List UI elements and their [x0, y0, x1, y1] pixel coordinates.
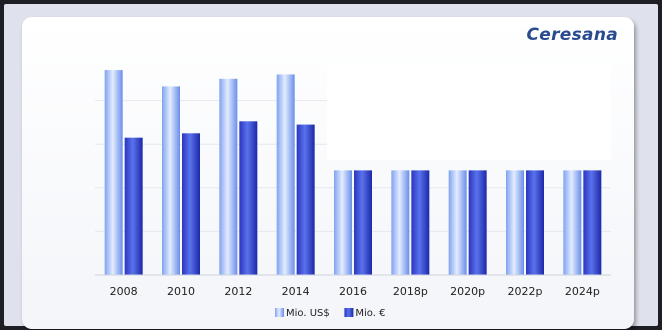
bar-usd-2010	[162, 86, 180, 276]
legend-label: Mio. US$	[286, 308, 330, 319]
bar-eur-2016	[354, 170, 372, 275]
legend: Mio. US$ Mio. €	[275, 308, 385, 319]
x-tick-label: 2012	[224, 285, 252, 298]
x-tick-label: 2016	[339, 285, 367, 298]
frame: Ceresana 2008 2010 2012 2014 2016 2018p 2020p 2…	[4, 4, 658, 329]
x-tick-label: 2022p	[508, 285, 543, 298]
bar-usd-2016	[334, 170, 352, 275]
x-tick-label: 2018p	[393, 285, 428, 298]
bars	[104, 70, 602, 276]
legend-swatch	[344, 308, 354, 317]
bar-eur-2022p	[526, 170, 544, 275]
x-tick-labels: 2008 2010 2012 2014 2016 2018p 2020p 2022p 2024p	[110, 285, 600, 298]
bar-eur-2010	[182, 133, 200, 275]
bar-chart: 2008 2010 2012 2014 2016 2018p 2020p 2022p 2024p…	[95, 65, 611, 319]
bar-usd-2012	[219, 78, 238, 275]
bar-eur-2012	[239, 121, 258, 275]
legend-swatch	[275, 308, 284, 317]
bar-eur-2024p	[583, 170, 602, 275]
x-tick-label: 2014	[282, 285, 310, 298]
x-tick-label: 2008	[110, 285, 138, 298]
bar-eur-2008	[124, 137, 143, 275]
bar-eur-2020p	[468, 170, 487, 275]
bar-usd-2024p	[563, 170, 582, 275]
bar-usd-2014	[276, 74, 295, 275]
bar-usd-2020p	[448, 170, 467, 275]
bar-eur-2018p	[411, 170, 430, 275]
x-tick-label: 2020p	[450, 285, 485, 298]
x-tick-label: 2024p	[565, 285, 600, 298]
bar-eur-2014	[296, 124, 315, 275]
bar-usd-2022p	[506, 170, 524, 275]
legend-label: Mio. €	[355, 308, 385, 319]
brand-logo: Ceresana	[526, 25, 618, 45]
chart-card: Ceresana 2008 2010 2012 2014 2016 2018p 2020p 2…	[22, 17, 634, 329]
bar-usd-2018p	[391, 170, 410, 275]
blank-overlay	[327, 65, 611, 160]
bar-usd-2008	[104, 70, 123, 275]
x-tick-label: 2010	[167, 285, 195, 298]
